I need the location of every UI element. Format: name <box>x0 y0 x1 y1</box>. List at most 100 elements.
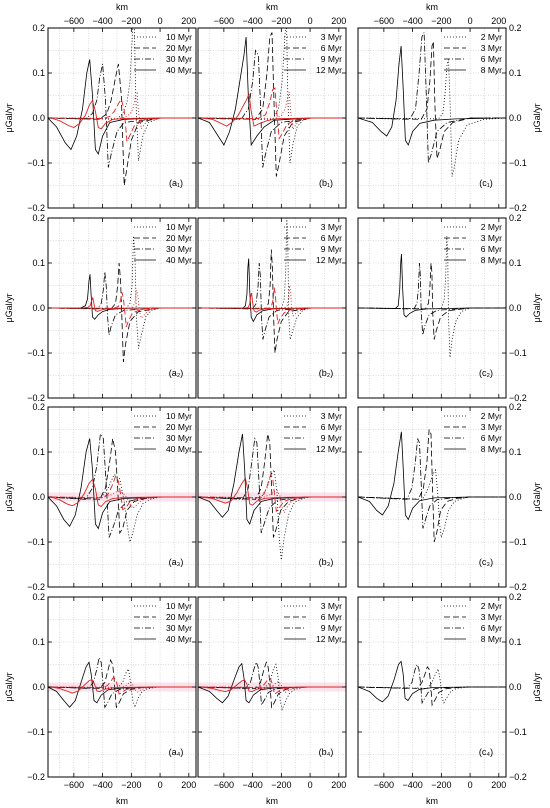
series-line <box>358 253 506 318</box>
x-tick-label: 0 <box>158 16 163 26</box>
red-series-line <box>50 475 196 511</box>
y-tick-label: −0.2 <box>27 203 45 213</box>
x-tick-label: −600 <box>64 780 84 790</box>
panel-label: (c₄) <box>479 747 493 757</box>
legend-label: 20 Myr <box>166 422 192 432</box>
red-series-line <box>50 478 196 507</box>
x-tick-label: 0 <box>468 780 473 790</box>
red-series-line <box>200 292 346 313</box>
x-tick-label: −600 <box>64 16 84 26</box>
red-series-line <box>50 97 196 144</box>
series-line <box>358 438 506 529</box>
red-series-line <box>50 679 196 694</box>
y-tick-label: 0.0 <box>32 303 45 313</box>
y-tick-label: −0.2 <box>509 772 527 782</box>
series-line <box>358 429 506 543</box>
legend-label: 40 Myr <box>166 65 192 75</box>
x-tick-label: 0 <box>308 780 313 790</box>
legend-label: 9 Myr <box>321 244 342 254</box>
legend-label: 40 Myr <box>166 634 192 644</box>
series-group <box>198 218 346 354</box>
series-line <box>198 49 346 168</box>
legend-label: 9 Myr <box>321 623 342 633</box>
series-line <box>48 274 196 320</box>
y-tick-label: −0.2 <box>509 203 527 213</box>
y-axis-title: μGal/yr <box>4 103 14 132</box>
y-tick-label: 0.2 <box>509 402 522 412</box>
panel-label: (c₃) <box>479 557 493 567</box>
y-tick-label: −0.2 <box>27 393 45 403</box>
legend-label: 10 Myr <box>166 411 192 421</box>
series-group <box>358 32 506 177</box>
x-tick-label: −200 <box>431 780 451 790</box>
series-group <box>358 235 506 358</box>
y-axis-title: μGal/yr <box>532 672 542 701</box>
legend-label: 30 Myr <box>166 433 192 443</box>
panel-label: (c₂) <box>479 368 493 378</box>
legend-label: 2 Myr <box>481 411 502 421</box>
series-group <box>358 429 506 543</box>
legend-label: 3 Myr <box>481 612 502 622</box>
x-tick-label: 200 <box>491 16 506 26</box>
x-tick-label: −600 <box>374 16 394 26</box>
y-tick-label: 0.0 <box>509 492 522 502</box>
series-line <box>48 262 196 363</box>
red-series-line <box>200 679 346 693</box>
y-tick-label: 0.1 <box>509 68 522 78</box>
panel-label: (a₃) <box>169 557 184 567</box>
y-tick-label: −0.1 <box>27 727 45 737</box>
series-line <box>198 28 346 164</box>
legend-label: 2 Myr <box>481 32 502 42</box>
y-axis-title: μGal/yr <box>4 482 14 511</box>
legend-label: 12 Myr <box>316 255 342 265</box>
x-axis-title-bottom: km <box>426 796 438 806</box>
y-tick-label: 0.1 <box>509 447 522 457</box>
x-tick-label: 200 <box>491 780 506 790</box>
x-tick-label: 200 <box>331 780 346 790</box>
panel-c4: −600 −400 −200 0 200−0.2 −0.1 0.0 0.1 0.2 μGal/yr… <box>357 592 542 790</box>
legend-label: 3 Myr <box>481 233 502 243</box>
red-series-line <box>200 285 346 317</box>
y-tick-label: −0.1 <box>509 537 527 547</box>
y-tick-label: 0.1 <box>32 258 45 268</box>
series-line <box>48 656 196 709</box>
y-tick-label: 0.0 <box>32 682 45 692</box>
legend-label: 3 Myr <box>481 43 502 53</box>
panel-label: (a₂) <box>169 368 184 378</box>
series-line <box>48 661 196 708</box>
legend-label: 6 Myr <box>481 433 502 443</box>
x-tick-label: −400 <box>402 780 422 790</box>
panel-label: (b₄) <box>319 747 334 757</box>
legend-label: 12 Myr <box>316 634 342 644</box>
legend-label: 20 Myr <box>166 612 192 622</box>
x-tick-label: −200 <box>431 16 451 26</box>
series-group <box>48 28 196 186</box>
x-tick-label: −400 <box>242 16 262 26</box>
red-series-line <box>50 292 196 328</box>
x-tick-label: −200 <box>271 780 291 790</box>
red-series-line <box>50 99 196 130</box>
x-axis-title-bottom: km <box>116 796 128 806</box>
legend-label: 6 Myr <box>321 422 342 432</box>
series-line <box>198 249 346 354</box>
series-line <box>358 431 506 521</box>
legend-label: 20 Myr <box>166 43 192 53</box>
legend-label: 3 Myr <box>321 601 342 611</box>
legend-label: 6 Myr <box>321 612 342 622</box>
legend-label: 12 Myr <box>316 444 342 454</box>
x-tick-label: −600 <box>214 16 234 26</box>
panel-label: (a₄) <box>169 747 184 757</box>
panel-label: (b₂) <box>319 368 334 378</box>
legend-label: 3 Myr <box>481 422 502 432</box>
red-series-line <box>200 87 346 140</box>
x-tick-label: 200 <box>331 16 346 26</box>
legend-label: 8 Myr <box>481 634 502 644</box>
